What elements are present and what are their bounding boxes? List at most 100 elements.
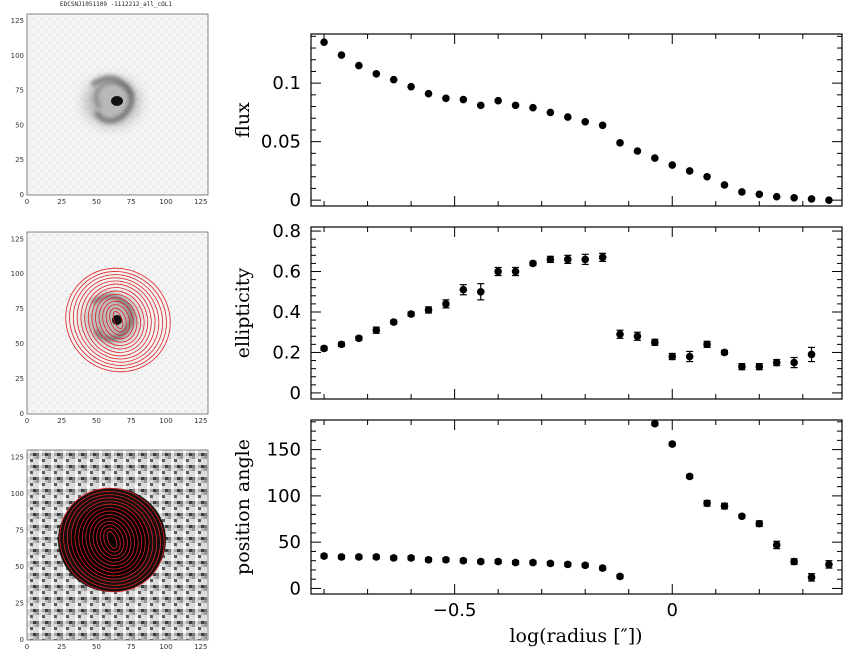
isophote-ellipse <box>74 500 150 580</box>
data-point <box>685 352 694 361</box>
thumbnail-y-tick-label: 75 <box>15 87 24 95</box>
data-point <box>511 267 520 276</box>
thumbnail-galaxy-ellipses: 00 25 25 50 50 75 75 100 100 125 125 <box>11 231 209 425</box>
thumbnail-y-tick-label: 0 <box>20 410 24 418</box>
data-point <box>755 519 764 528</box>
flux-panel: 0 0.05 0.1 flux <box>232 33 843 211</box>
data-point <box>563 560 572 569</box>
data-point <box>424 306 433 314</box>
thumbnail-y-tick-label: 100 <box>11 52 24 60</box>
residual-image <box>58 488 166 592</box>
data-point <box>459 285 468 294</box>
thumbnail-x-tick-label: 100 <box>159 198 172 206</box>
data-point <box>807 573 816 582</box>
data-point <box>738 362 746 371</box>
ellipticity-panel: 0 0.2 0.4 0.6 0.8 ellipticity <box>232 221 843 404</box>
y-tick-label: 0.4 <box>272 302 301 323</box>
data-point <box>703 340 711 349</box>
thumbnail-y-tick-label: 50 <box>15 340 24 348</box>
data-point <box>407 82 415 91</box>
x-tick-label: −0.5 <box>433 600 477 621</box>
data-point <box>355 61 363 70</box>
y-tick-label: 50 <box>278 532 301 553</box>
data-point <box>807 350 816 359</box>
isophote-ellipse <box>85 510 139 570</box>
data-point <box>476 101 485 110</box>
thumbnail-x-tick-label: 0 <box>25 643 29 651</box>
y-tick-label: 0.2 <box>272 342 301 363</box>
data-point <box>320 344 328 353</box>
data-point <box>389 318 398 326</box>
y-tick-label: 0 <box>290 578 301 599</box>
isophote-ellipse <box>63 491 161 589</box>
isophote-ellipse <box>59 487 165 593</box>
data-point <box>651 338 659 347</box>
thumbnail-x-tick-label: 125 <box>194 198 207 206</box>
data-point <box>685 472 694 481</box>
data-point <box>598 564 607 572</box>
data-point <box>720 181 729 189</box>
data-point <box>772 541 781 549</box>
thumbnail-y-tick-label: 50 <box>15 563 24 571</box>
thumbnail-y-tick-label: 50 <box>15 121 24 129</box>
data-point <box>668 440 677 448</box>
data-point <box>372 553 381 561</box>
y-tick-label: 0.8 <box>272 221 301 242</box>
thumbnail-y-tick-label: 25 <box>15 600 24 608</box>
thumbnail-y-tick-label: 25 <box>15 156 24 164</box>
y-tick-label: 150 <box>267 440 301 461</box>
position-angle-panel: 0 50 100 150 −0.5 0 position angle <box>232 419 843 621</box>
data-point <box>581 255 590 264</box>
isophote-ellipse <box>112 311 124 329</box>
isophote-ellipse <box>98 297 138 343</box>
data-point <box>476 287 485 296</box>
data-point <box>755 190 764 199</box>
thumbnail-x-tick-label: 75 <box>127 198 136 206</box>
data-point <box>442 300 450 308</box>
thumbnail-x-tick-label: 25 <box>57 643 66 651</box>
thumbnail-x-tick-label: 100 <box>159 643 172 651</box>
isophote-ellipse <box>65 267 171 373</box>
data-point <box>633 147 642 155</box>
data-point <box>720 502 729 510</box>
data-point <box>755 362 764 371</box>
thumbnail-title: EDCSNJ1051109 -1112212_all_cOL1 <box>60 1 172 8</box>
x-axis-label: log(radius [″]) <box>509 625 642 647</box>
thumbnail-x-tick-label: 50 <box>92 417 101 425</box>
data-point <box>581 117 590 126</box>
isophote-ellipse <box>72 274 164 366</box>
isophote-ellipse <box>103 527 121 553</box>
isophote-ellipse <box>95 294 141 346</box>
y-tick-label: 0 <box>290 383 301 404</box>
isophote-ellipses <box>59 487 165 593</box>
thumbnail-y-tick-label: 0 <box>20 636 24 644</box>
data-point <box>598 253 607 262</box>
thumbnail-y-tick-label: 25 <box>15 375 24 383</box>
thumbnail-x-tick-label: 125 <box>194 643 207 651</box>
thumbnail-y-tick-label: 100 <box>11 270 24 278</box>
isophote-ellipse <box>81 507 143 573</box>
data-point <box>529 103 537 112</box>
plot-frame <box>310 419 843 595</box>
data-point <box>772 192 781 201</box>
data-point <box>738 512 746 521</box>
isophote-ellipse <box>105 304 131 336</box>
data-point <box>772 358 781 367</box>
y-axis-label: position angle <box>232 439 254 575</box>
data-point <box>790 557 798 566</box>
thumbnail-x-tick-label: 0 <box>25 417 29 425</box>
isophote-ellipse <box>78 503 146 577</box>
thumbnail-x-tick-label: 25 <box>57 198 66 206</box>
thumbnail-y-tick-label: 100 <box>11 490 24 498</box>
isophote-ellipse <box>96 520 128 560</box>
thumbnail-x-tick-label: 0 <box>25 198 29 206</box>
data-point <box>651 154 659 162</box>
data-point <box>459 556 468 565</box>
data-point <box>616 330 624 339</box>
x-tick-label: 0 <box>667 600 678 621</box>
data-point <box>511 101 520 110</box>
isophote-ellipses <box>65 267 171 373</box>
isophote-ellipse <box>66 494 158 586</box>
thumbnail-y-tick-label: 75 <box>15 527 24 535</box>
data-point <box>720 348 729 357</box>
